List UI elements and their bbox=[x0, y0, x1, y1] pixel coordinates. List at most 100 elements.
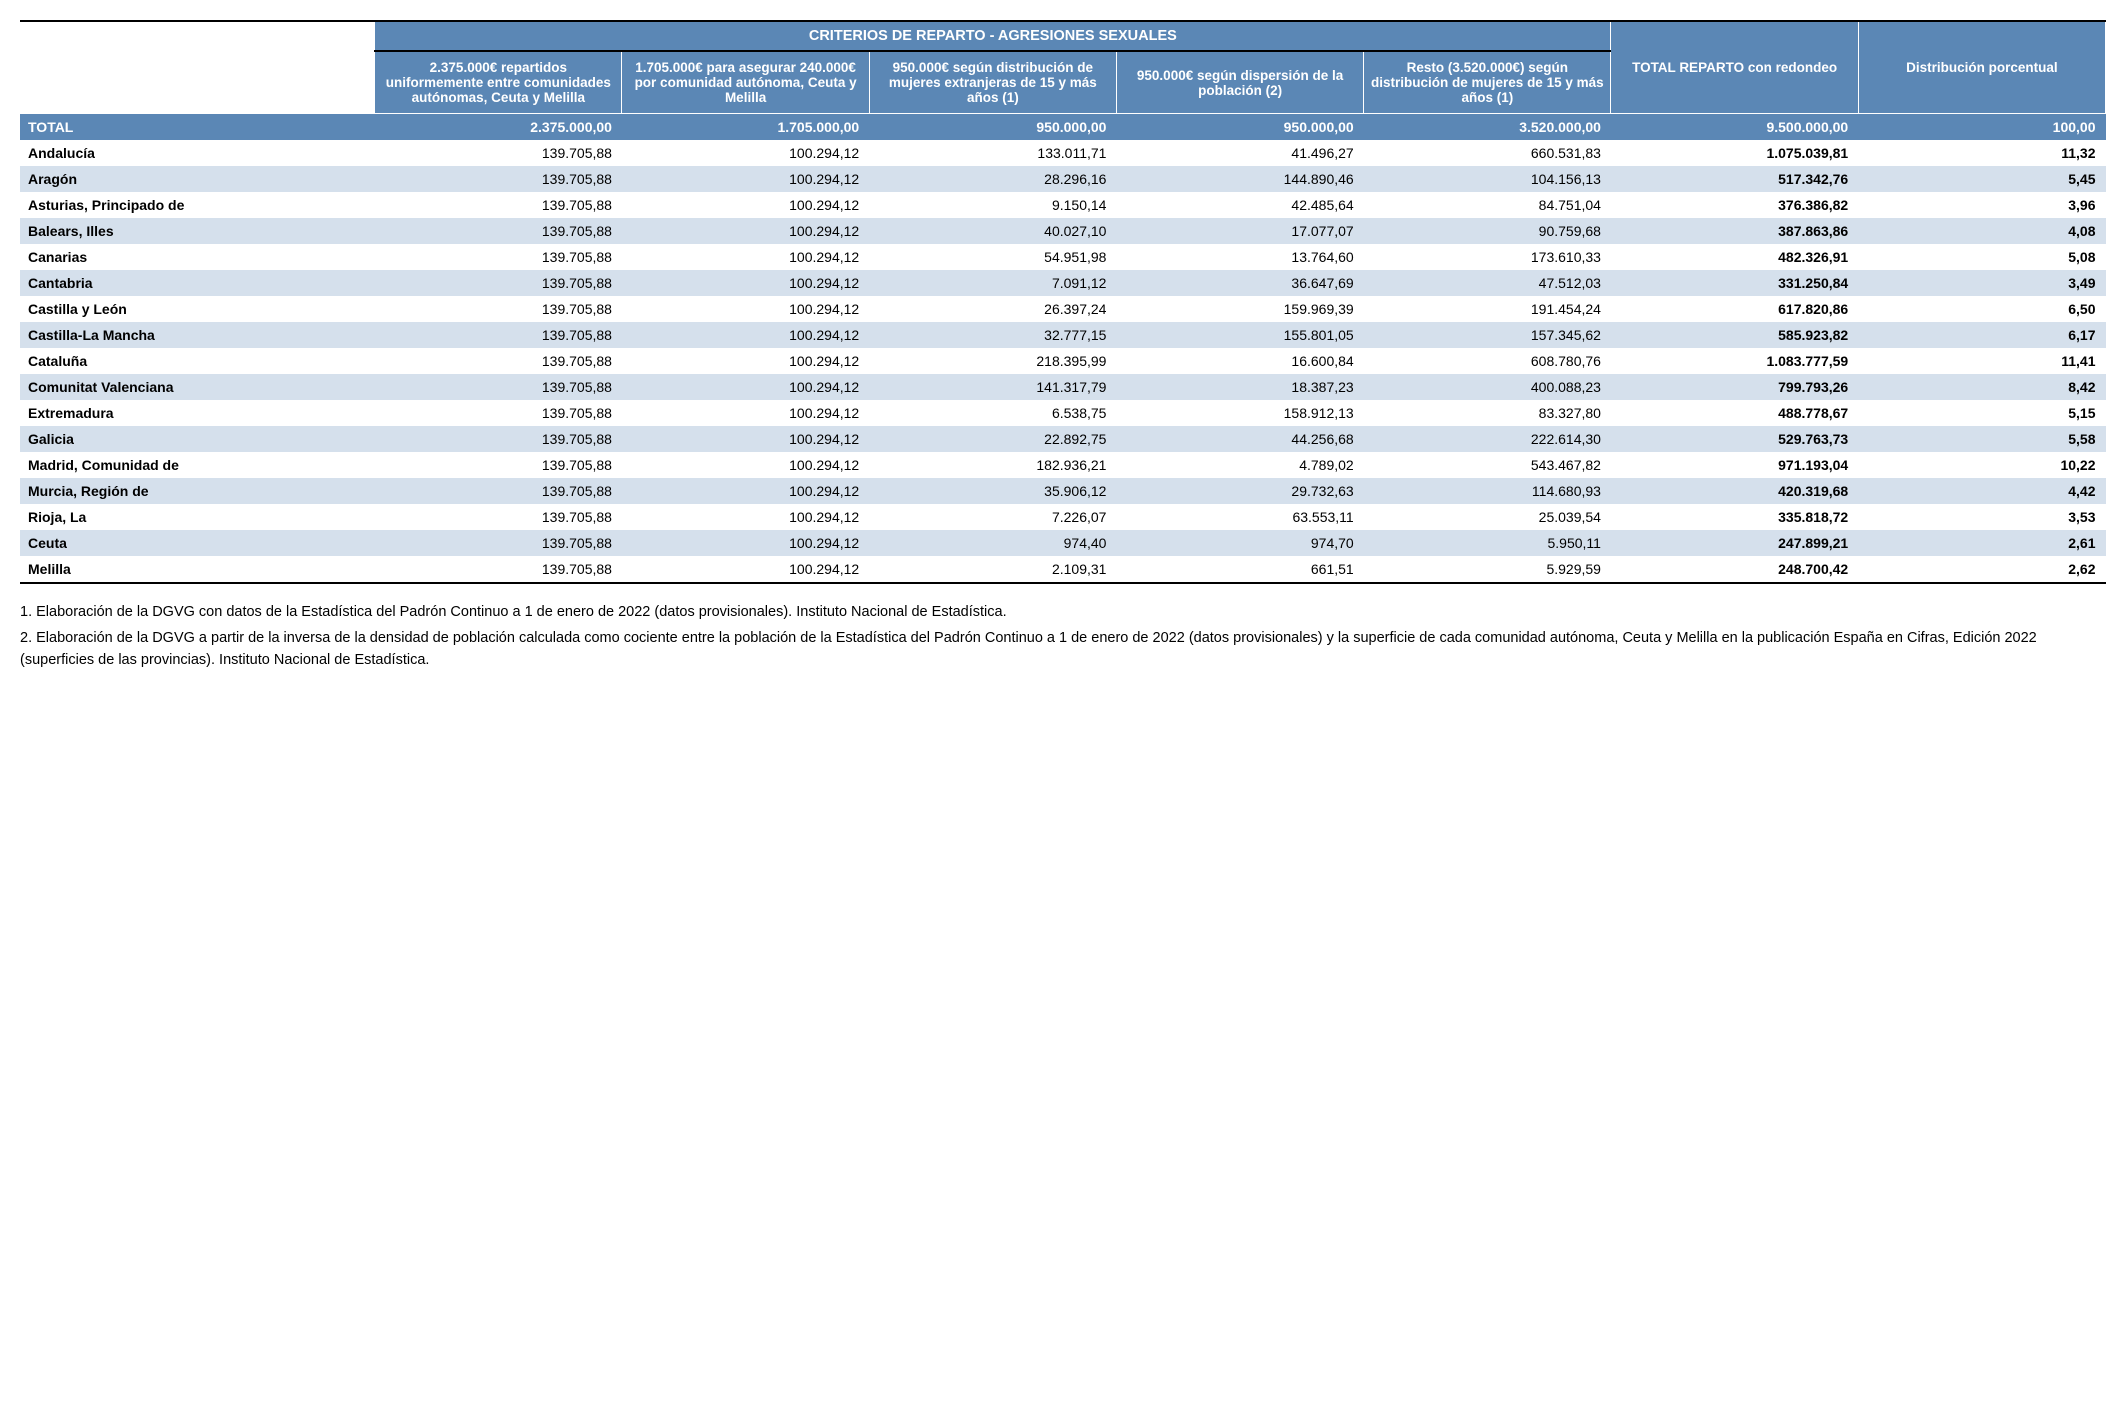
data-cell: 139.705,88 bbox=[375, 530, 622, 556]
data-cell: 47.512,03 bbox=[1364, 270, 1611, 296]
data-cell: 4.789,02 bbox=[1116, 452, 1363, 478]
total-cell: 100,00 bbox=[1858, 114, 2105, 141]
data-cell: 159.969,39 bbox=[1116, 296, 1363, 322]
data-cell: 139.705,88 bbox=[375, 140, 622, 166]
total-label: TOTAL bbox=[20, 114, 375, 141]
data-cell: 139.705,88 bbox=[375, 504, 622, 530]
table-row: Castilla y León139.705,88100.294,1226.39… bbox=[20, 296, 2106, 322]
data-cell: 2,62 bbox=[1858, 556, 2105, 583]
data-cell: 617.820,86 bbox=[1611, 296, 1858, 322]
table-row: Melilla139.705,88100.294,122.109,31661,5… bbox=[20, 556, 2106, 583]
col-header-total: TOTAL REPARTO con redondeo bbox=[1611, 21, 1858, 114]
data-cell: 100.294,12 bbox=[622, 270, 869, 296]
data-cell: 100.294,12 bbox=[622, 296, 869, 322]
total-cell: 3.520.000,00 bbox=[1364, 114, 1611, 141]
data-cell: 608.780,76 bbox=[1364, 348, 1611, 374]
table-row: Andalucía139.705,88100.294,12133.011,714… bbox=[20, 140, 2106, 166]
table-row: Castilla-La Mancha139.705,88100.294,1232… bbox=[20, 322, 2106, 348]
data-cell: 139.705,88 bbox=[375, 374, 622, 400]
data-cell: 100.294,12 bbox=[622, 452, 869, 478]
data-cell: 5.929,59 bbox=[1364, 556, 1611, 583]
data-cell: 139.705,88 bbox=[375, 400, 622, 426]
data-cell: 100.294,12 bbox=[622, 374, 869, 400]
data-cell: 16.600,84 bbox=[1116, 348, 1363, 374]
region-label: Extremadura bbox=[20, 400, 375, 426]
data-cell: 100.294,12 bbox=[622, 530, 869, 556]
main-header: CRITERIOS DE REPARTO - AGRESIONES SEXUAL… bbox=[375, 21, 1611, 51]
distribution-table: CRITERIOS DE REPARTO - AGRESIONES SEXUAL… bbox=[20, 20, 2106, 584]
data-cell: 139.705,88 bbox=[375, 426, 622, 452]
data-cell: 335.818,72 bbox=[1611, 504, 1858, 530]
data-cell: 25.039,54 bbox=[1364, 504, 1611, 530]
data-cell: 1.083.777,59 bbox=[1611, 348, 1858, 374]
table-body: TOTAL 2.375.000,00 1.705.000,00 950.000,… bbox=[20, 114, 2106, 584]
data-cell: 41.496,27 bbox=[1116, 140, 1363, 166]
region-label: Rioja, La bbox=[20, 504, 375, 530]
col-header-2: 950.000€ según distribución de mujeres e… bbox=[869, 51, 1116, 114]
data-cell: 974,70 bbox=[1116, 530, 1363, 556]
table-row: Canarias139.705,88100.294,1254.951,9813.… bbox=[20, 244, 2106, 270]
data-cell: 482.326,91 bbox=[1611, 244, 1858, 270]
data-cell: 40.027,10 bbox=[869, 218, 1116, 244]
data-cell: 2,61 bbox=[1858, 530, 2105, 556]
total-cell: 2.375.000,00 bbox=[375, 114, 622, 141]
data-cell: 32.777,15 bbox=[869, 322, 1116, 348]
data-cell: 139.705,88 bbox=[375, 556, 622, 583]
region-label: Comunitat Valenciana bbox=[20, 374, 375, 400]
data-cell: 100.294,12 bbox=[622, 192, 869, 218]
total-row: TOTAL 2.375.000,00 1.705.000,00 950.000,… bbox=[20, 114, 2106, 141]
data-cell: 144.890,46 bbox=[1116, 166, 1363, 192]
data-cell: 9.150,14 bbox=[869, 192, 1116, 218]
data-cell: 8,42 bbox=[1858, 374, 2105, 400]
region-label: Cataluña bbox=[20, 348, 375, 374]
distribution-table-container: CRITERIOS DE REPARTO - AGRESIONES SEXUAL… bbox=[20, 20, 2106, 584]
region-label: Balears, Illes bbox=[20, 218, 375, 244]
table-row: Balears, Illes139.705,88100.294,1240.027… bbox=[20, 218, 2106, 244]
data-cell: 2.109,31 bbox=[869, 556, 1116, 583]
data-cell: 488.778,67 bbox=[1611, 400, 1858, 426]
data-cell: 182.936,21 bbox=[869, 452, 1116, 478]
data-cell: 5.950,11 bbox=[1364, 530, 1611, 556]
data-cell: 90.759,68 bbox=[1364, 218, 1611, 244]
data-cell: 139.705,88 bbox=[375, 244, 622, 270]
data-cell: 139.705,88 bbox=[375, 218, 622, 244]
data-cell: 387.863,86 bbox=[1611, 218, 1858, 244]
table-row: Rioja, La139.705,88100.294,127.226,0763.… bbox=[20, 504, 2106, 530]
data-cell: 100.294,12 bbox=[622, 400, 869, 426]
data-cell: 100.294,12 bbox=[622, 556, 869, 583]
data-cell: 543.467,82 bbox=[1364, 452, 1611, 478]
data-cell: 35.906,12 bbox=[869, 478, 1116, 504]
col-header-1: 1.705.000€ para asegurar 240.000€ por co… bbox=[622, 51, 869, 114]
data-cell: 139.705,88 bbox=[375, 192, 622, 218]
data-cell: 3,96 bbox=[1858, 192, 2105, 218]
data-cell: 44.256,68 bbox=[1116, 426, 1363, 452]
empty-header-cell bbox=[20, 21, 375, 114]
data-cell: 517.342,76 bbox=[1611, 166, 1858, 192]
data-cell: 17.077,07 bbox=[1116, 218, 1363, 244]
data-cell: 100.294,12 bbox=[622, 218, 869, 244]
total-cell: 9.500.000,00 bbox=[1611, 114, 1858, 141]
data-cell: 100.294,12 bbox=[622, 426, 869, 452]
data-cell: 5,58 bbox=[1858, 426, 2105, 452]
data-cell: 248.700,42 bbox=[1611, 556, 1858, 583]
total-cell: 950.000,00 bbox=[1116, 114, 1363, 141]
data-cell: 5,15 bbox=[1858, 400, 2105, 426]
table-row: Ceuta139.705,88100.294,12974,40974,705.9… bbox=[20, 530, 2106, 556]
region-label: Ceuta bbox=[20, 530, 375, 556]
data-cell: 376.386,82 bbox=[1611, 192, 1858, 218]
data-cell: 661,51 bbox=[1116, 556, 1363, 583]
total-cell: 950.000,00 bbox=[869, 114, 1116, 141]
region-label: Galicia bbox=[20, 426, 375, 452]
data-cell: 29.732,63 bbox=[1116, 478, 1363, 504]
data-cell: 63.553,11 bbox=[1116, 504, 1363, 530]
region-label: Aragón bbox=[20, 166, 375, 192]
data-cell: 11,32 bbox=[1858, 140, 2105, 166]
data-cell: 36.647,69 bbox=[1116, 270, 1363, 296]
data-cell: 971.193,04 bbox=[1611, 452, 1858, 478]
data-cell: 139.705,88 bbox=[375, 296, 622, 322]
data-cell: 84.751,04 bbox=[1364, 192, 1611, 218]
footnotes: 1. Elaboración de la DGVG con datos de l… bbox=[20, 602, 2106, 671]
data-cell: 100.294,12 bbox=[622, 348, 869, 374]
data-cell: 974,40 bbox=[869, 530, 1116, 556]
col-header-pct: Distribución porcentual bbox=[1858, 21, 2105, 114]
